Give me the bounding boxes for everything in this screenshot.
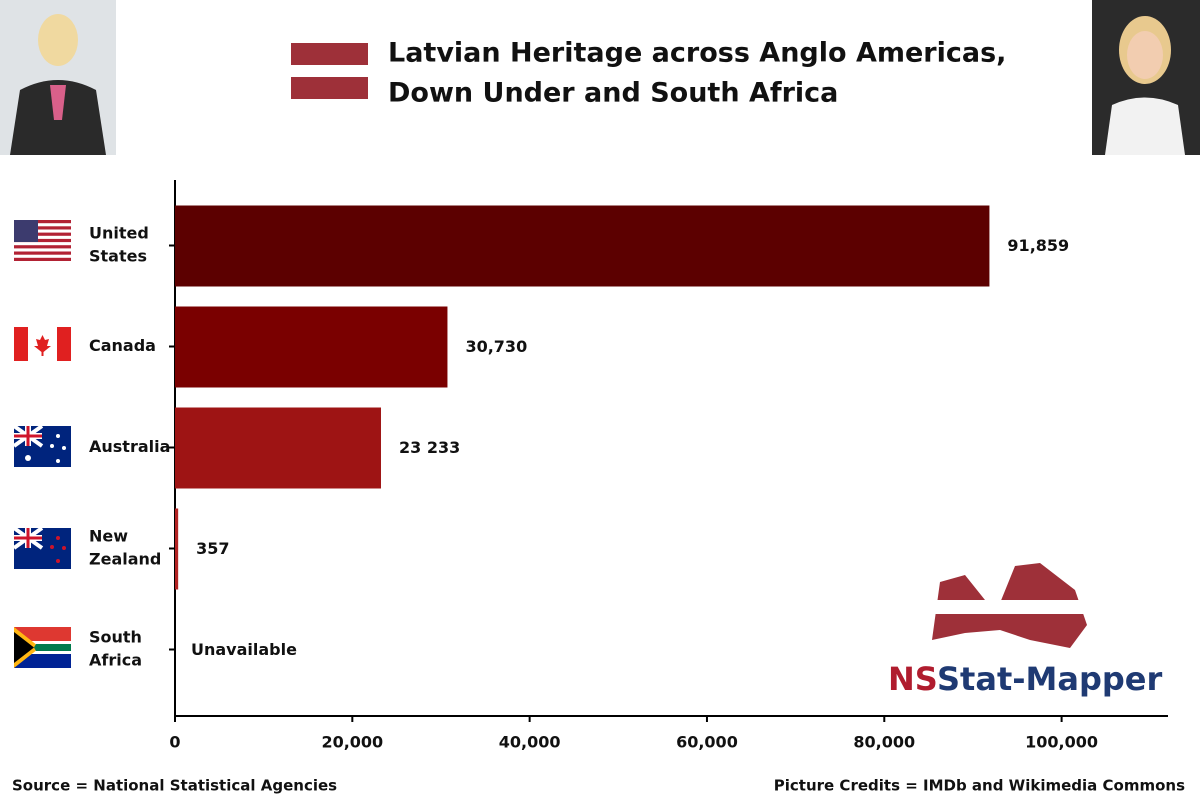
chart-title: Latvian Heritage across Anglo Americas,: [388, 38, 1006, 69]
y-tick-label: States: [89, 247, 147, 266]
value-label: Unavailable: [191, 640, 297, 659]
flag-canada: [14, 327, 71, 361]
x-tick-label: 60,000: [676, 733, 738, 752]
y-tick-label: Australia: [89, 437, 170, 456]
y-tick-label: Canada: [89, 336, 156, 355]
y-tick-label: United: [89, 224, 149, 243]
y-tick-label: Africa: [89, 651, 142, 670]
value-label: 91,859: [1007, 236, 1069, 255]
bar: [175, 407, 381, 489]
value-label: 30,730: [465, 337, 527, 356]
flag-australia: [12, 424, 71, 467]
credits: Picture Credits = IMDb and Wikimedia Com…: [774, 777, 1185, 795]
bar: [175, 205, 990, 287]
x-tick-label: 100,000: [1025, 733, 1098, 752]
logo-stat-mapper: Stat-Mapper: [937, 660, 1162, 698]
source: Source = National Statistical Agencies: [12, 777, 337, 795]
photo-right: [1092, 0, 1200, 155]
y-tick-label: South: [89, 628, 142, 647]
x-tick-label: 20,000: [321, 733, 383, 752]
logo-map: [932, 563, 1087, 648]
value-label: 23 233: [399, 438, 460, 457]
value-label: 357: [196, 539, 229, 558]
photo-left: [0, 0, 116, 155]
bar: [175, 508, 179, 590]
bar: [175, 306, 448, 388]
x-tick-label: 0: [169, 733, 180, 752]
flag-south-africa: [14, 627, 71, 668]
y-tick-label: Zealand: [89, 550, 161, 569]
flag-us: [14, 220, 71, 261]
x-tick-label: 40,000: [499, 733, 561, 752]
y-tick-label: New: [89, 527, 128, 546]
title-flag: [291, 43, 368, 99]
x-tick-label: 80,000: [853, 733, 915, 752]
logo-ns: NS: [888, 660, 938, 698]
flag-new-zealand: [12, 526, 71, 569]
chart-title: Down Under and South Africa: [388, 78, 838, 109]
